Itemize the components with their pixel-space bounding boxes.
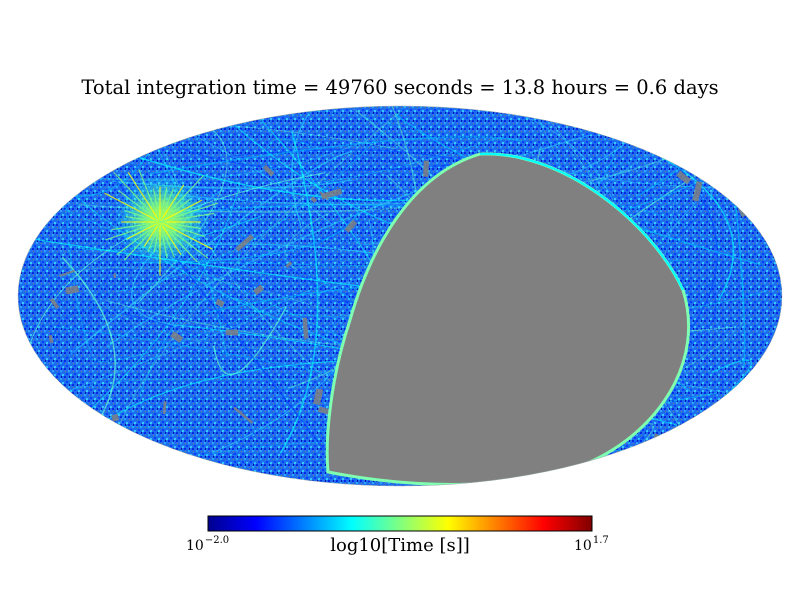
gap-stripe <box>41 136 55 148</box>
hotspot-ray <box>159 221 198 263</box>
hotspot-ray <box>105 221 161 241</box>
scan-stripe <box>235 314 326 408</box>
gap-stripe <box>59 269 75 277</box>
hotspot-ray <box>159 187 168 223</box>
gap-stripe <box>769 477 777 484</box>
gap-stripe <box>344 219 358 233</box>
gap-stripe <box>237 473 244 482</box>
gap-stripe <box>170 331 184 343</box>
hotspot-ray <box>147 221 161 253</box>
hotspot-ray <box>118 190 161 223</box>
hotspot-ray <box>127 172 161 223</box>
gap-stripe <box>48 334 54 344</box>
colorbar-label: log10[Time [s]] <box>330 535 470 556</box>
gap-stripe <box>310 196 318 204</box>
scan-stripe <box>692 437 732 464</box>
scan-stripe <box>53 310 192 346</box>
hotspot-ray <box>126 221 161 240</box>
gap-stripe <box>692 181 703 202</box>
hotspot-ray <box>159 199 203 223</box>
scan-stripe <box>50 180 766 368</box>
scan-stripe <box>137 254 393 300</box>
hotspot-ray <box>124 210 161 223</box>
hotspot-ray <box>111 221 161 231</box>
gap-stripe <box>757 410 766 419</box>
scan-stripe <box>173 194 244 390</box>
hotspot-ray <box>104 192 161 223</box>
gap-stripe <box>225 329 239 336</box>
gap-stripe <box>743 139 759 159</box>
gap-stripe <box>302 317 309 339</box>
hotspot-ray <box>159 198 191 223</box>
gap-stripe <box>28 467 39 486</box>
gap-stripe <box>676 170 692 185</box>
scan-stripe <box>266 138 323 240</box>
gap-stripe <box>233 406 254 424</box>
gap-stripe <box>162 401 167 415</box>
scan-stripe <box>59 214 328 352</box>
scan-stripe <box>279 131 319 454</box>
scan-stripe <box>149 136 523 175</box>
chart-title: Total integration time = 49760 seconds =… <box>81 76 719 99</box>
hotspot-ray <box>159 188 174 223</box>
map-outline <box>17 105 783 487</box>
gap-stripe <box>285 261 293 268</box>
hotspot-ray <box>159 184 185 223</box>
scan-stripe <box>70 151 352 355</box>
gap-stripe <box>313 388 324 405</box>
hotspot-ray <box>116 221 161 256</box>
hotspot-ray <box>159 175 204 223</box>
gap-stripe <box>705 160 714 170</box>
gap-stripe <box>624 475 638 486</box>
gap-stripe <box>253 284 265 296</box>
hotspot-ray <box>123 221 161 261</box>
scan-stripe <box>710 106 735 198</box>
hotspot-ray <box>153 221 161 253</box>
gap-stripe <box>423 160 430 177</box>
hotspot-ray <box>113 172 161 223</box>
gap-stripe <box>65 285 80 295</box>
gap-stripe <box>49 298 60 310</box>
hotspot-rays <box>104 169 218 276</box>
scan-stripe <box>139 296 261 396</box>
hotspot-ray <box>152 188 161 223</box>
gap-stripe <box>656 434 680 445</box>
hotspot-ray <box>125 215 161 223</box>
gap-stripe <box>215 298 225 308</box>
gap-stripe <box>113 273 116 279</box>
map-body <box>18 106 782 486</box>
hotspot-ray <box>159 221 205 238</box>
scan-stripe <box>691 444 782 482</box>
hotspot-ray <box>159 212 215 223</box>
hotspot-ray <box>159 221 201 229</box>
hotspot-ray <box>143 221 161 247</box>
hotspot-ray <box>159 221 175 258</box>
colorbar-min-label: 10−2.0 <box>186 535 230 554</box>
scan-stripe <box>291 106 317 227</box>
scan-stripe <box>89 282 327 362</box>
hotspot-ray <box>138 169 161 223</box>
gap-stripe <box>235 234 254 252</box>
hotspot-ray <box>159 221 213 250</box>
gap-stripe <box>262 164 275 177</box>
gap-stripe <box>713 107 723 130</box>
gap-stripe <box>653 433 677 448</box>
scan-stripe <box>279 136 505 185</box>
hotspot-ray <box>159 202 218 223</box>
gap-stripe <box>744 472 751 479</box>
boundary-arc <box>479 152 684 291</box>
scan-stripe <box>304 110 709 250</box>
hotspot-ray <box>159 221 168 259</box>
gap-stripe <box>320 188 343 200</box>
scan-stripe <box>213 306 287 376</box>
colorbar-max-label: 101.7 <box>574 535 609 554</box>
hotspot-ray <box>159 221 182 255</box>
colorbar <box>207 515 593 532</box>
hotspot-ray <box>159 221 209 259</box>
gap-stripe <box>111 413 120 422</box>
